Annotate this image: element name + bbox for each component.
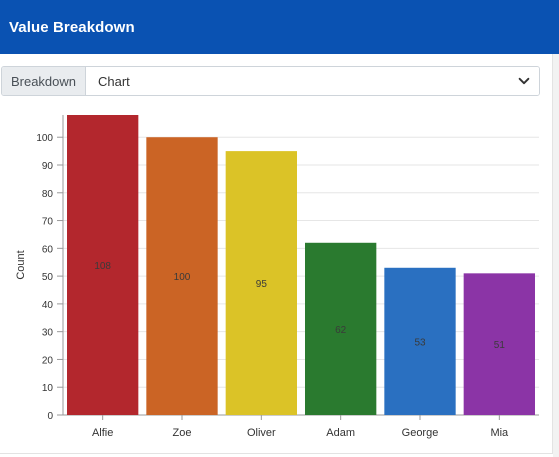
- bar-data-label: 100: [174, 272, 191, 283]
- bar-data-label: 51: [494, 340, 506, 351]
- x-tick-label: Zoe: [173, 427, 192, 439]
- breakdown-control: Breakdown Chart: [1, 66, 540, 96]
- bar-data-label: 53: [414, 337, 426, 348]
- breakdown-label: Breakdown: [2, 67, 86, 95]
- y-tick-label: 20: [42, 355, 54, 366]
- bar-zoe: [146, 137, 218, 415]
- y-axis-title: Count: [15, 250, 27, 279]
- x-tick-label: Mia: [490, 427, 509, 439]
- bar-mia: [463, 273, 535, 415]
- y-tick-label: 90: [42, 161, 54, 172]
- page-title: Value Breakdown: [9, 18, 135, 36]
- x-tick-label: Alfie: [92, 427, 113, 439]
- bar-alfie: [67, 115, 139, 415]
- view-select[interactable]: Chart: [86, 67, 539, 95]
- scrollbar-track: [553, 54, 559, 457]
- y-tick-label: 10: [42, 383, 54, 394]
- app-header: Value Breakdown: [0, 0, 559, 54]
- x-tick-label: George: [402, 427, 439, 439]
- view-select-value: Chart: [98, 73, 130, 89]
- y-tick-label: 0: [47, 411, 53, 422]
- chevron-down-icon: [518, 77, 530, 85]
- x-tick-label: Oliver: [247, 427, 276, 439]
- y-tick-label: 100: [36, 133, 53, 144]
- bar-oliver: [225, 151, 297, 415]
- bar-data-label: 62: [335, 325, 347, 336]
- y-tick-label: 50: [42, 272, 54, 283]
- bar-adam: [305, 242, 377, 415]
- y-tick-label: 40: [42, 300, 54, 311]
- y-tick-label: 70: [42, 217, 54, 228]
- y-tick-label: 60: [42, 244, 54, 255]
- x-tick-label: Adam: [326, 427, 355, 439]
- bar-data-label: 95: [256, 279, 268, 290]
- bar-george: [384, 267, 456, 415]
- y-tick-label: 30: [42, 328, 54, 339]
- chart-area: 0 10 20 30 40 50 60 70 80 90 100 Count 108 Alfie 100 Zo…: [0, 54, 553, 454]
- y-tick-label: 80: [42, 189, 54, 200]
- bar-data-label: 108: [94, 261, 111, 272]
- bar-chart: 0 10 20 30 40 50 60 70 80 90 100 Count 108 Alfie 100 Zo…: [15, 115, 539, 439]
